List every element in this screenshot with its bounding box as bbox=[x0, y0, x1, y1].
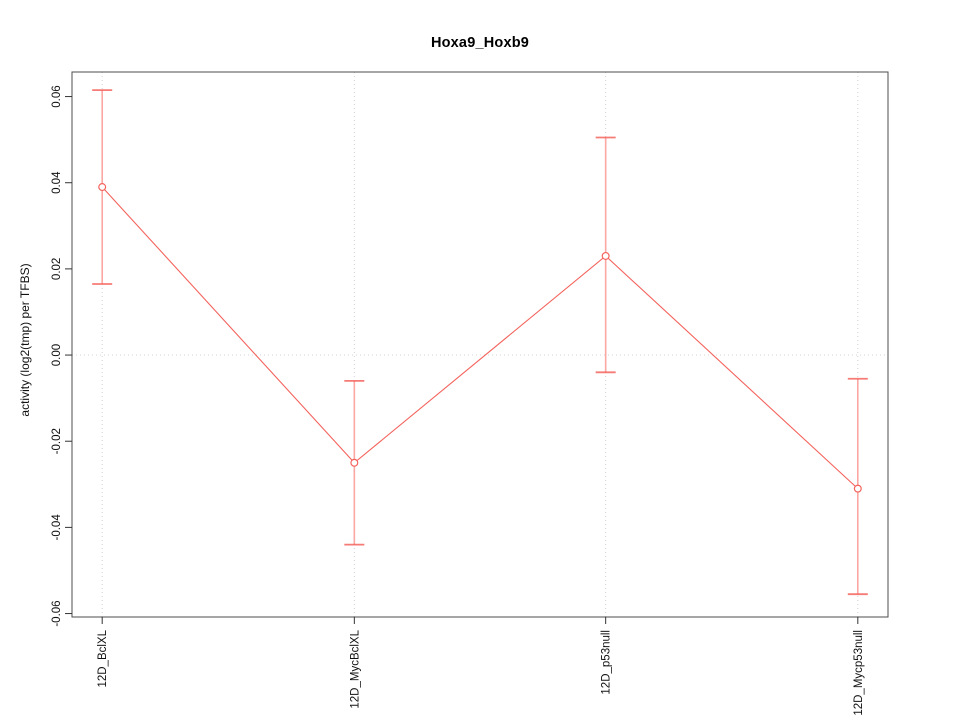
y-tick-label: -0.04 bbox=[51, 514, 63, 541]
data-point bbox=[601, 251, 610, 260]
y-axis-label: activity (log2(tmp) per TFBS) bbox=[18, 263, 32, 417]
y-tick-label: 0.02 bbox=[51, 258, 63, 280]
chart-title: Hoxa9_Hoxb9 bbox=[430, 35, 530, 51]
y-tick-label: 0.00 bbox=[51, 344, 63, 366]
x-tick-label: 12D_p53null bbox=[601, 630, 613, 695]
y-tick-label: 0.04 bbox=[51, 171, 63, 194]
x-tick-label: 12D_BclXL bbox=[97, 629, 109, 687]
data-point bbox=[98, 183, 107, 192]
x-tick-label: 12D_Mycp53null bbox=[853, 630, 865, 716]
series-line bbox=[101, 186, 859, 490]
y-tick-label: -0.06 bbox=[51, 600, 63, 626]
y-tick-label: -0.02 bbox=[51, 428, 63, 454]
y-tick-label: 0.06 bbox=[51, 85, 63, 107]
data-point bbox=[853, 484, 862, 493]
plot-box bbox=[71, 71, 889, 618]
data-point bbox=[350, 458, 359, 467]
x-tick-label: 12D_MycBclXL bbox=[349, 629, 361, 708]
